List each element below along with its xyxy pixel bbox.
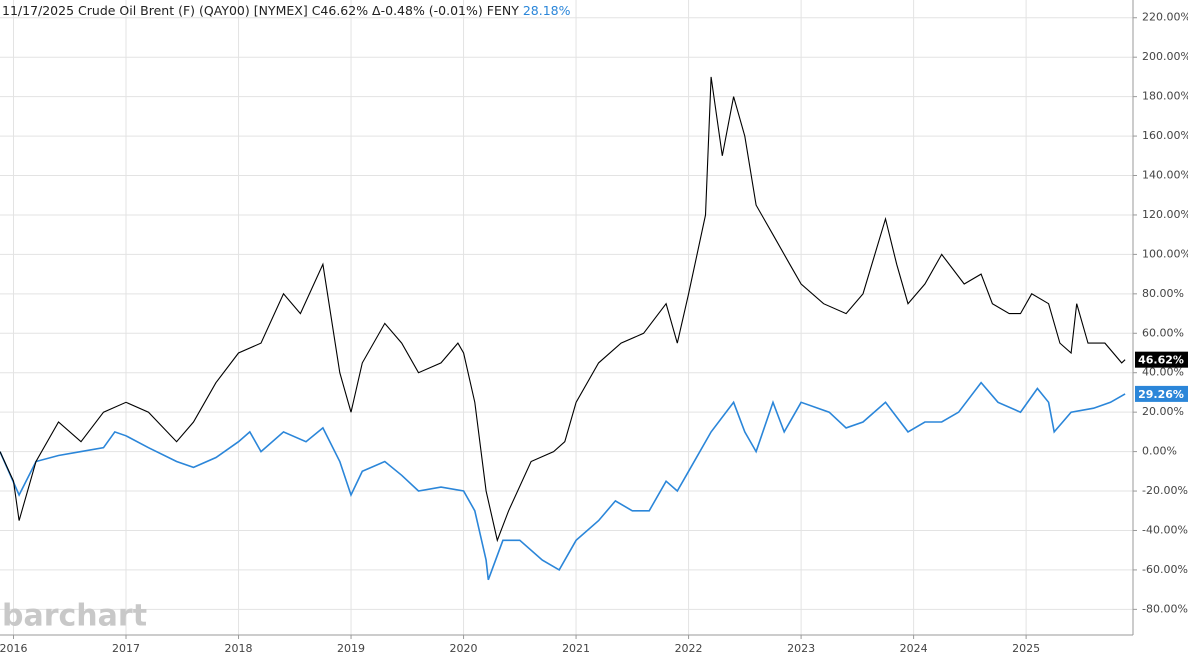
y-tick-label: 80.00% xyxy=(1142,287,1184,300)
y-tick-label: 0.00% xyxy=(1142,445,1177,458)
legend-value: 28.18% xyxy=(523,3,571,18)
header-date: 11/17/2025 xyxy=(2,3,74,18)
x-tick-label: 2025 xyxy=(1012,642,1040,655)
last-value-box xyxy=(1135,351,1188,368)
x-tick-label: 2021 xyxy=(562,642,590,655)
lines xyxy=(0,76,1126,581)
x-tick-label: 2023 xyxy=(787,642,815,655)
y-tick-label: -60.00% xyxy=(1142,563,1188,576)
series-line xyxy=(0,381,1126,581)
series-line xyxy=(0,76,1126,543)
watermark: barchart xyxy=(2,599,147,634)
y-tick-label: 220.00% xyxy=(1142,11,1188,24)
x-tick-label: 2024 xyxy=(900,642,928,655)
y-tick-label: 120.00% xyxy=(1142,208,1188,221)
y-tick-label: -80.00% xyxy=(1142,602,1188,615)
y-tick-label: -40.00% xyxy=(1142,523,1188,536)
y-tick-label: 60.00% xyxy=(1142,326,1184,339)
y-tick-label: 40.00% xyxy=(1142,366,1184,379)
y-tick-label: -20.00% xyxy=(1142,484,1188,497)
x-tick-label: 2022 xyxy=(675,642,703,655)
y-tick-label: 160.00% xyxy=(1142,129,1188,142)
legend-name: Crude Oil Brent (F) (QAY00) [NYMEX] xyxy=(78,3,308,18)
y-tick-label: 180.00% xyxy=(1142,90,1188,103)
x-tick-label: 2017 xyxy=(112,642,140,655)
x-tick-label: 2020 xyxy=(450,642,478,655)
last-value-box xyxy=(1135,385,1188,402)
y-tick-label: 20.00% xyxy=(1142,405,1184,418)
legend-name: FENY xyxy=(487,3,519,18)
y-tick-label: 200.00% xyxy=(1142,50,1188,63)
last-value-label: 46.62% xyxy=(1138,354,1184,367)
legend-value: C46.62% Δ-0.48% (-0.01%) xyxy=(312,3,483,18)
x-tick-label: 2018 xyxy=(225,642,253,655)
last-value-label: 29.26% xyxy=(1138,388,1184,401)
x-tick-label: 2016 xyxy=(0,642,28,655)
y-tick-label: 100.00% xyxy=(1142,247,1188,260)
header: 11/17/2025 Crude Oil Brent (F) (QAY00) [… xyxy=(2,3,571,18)
x-tick-label: 2019 xyxy=(337,642,365,655)
y-tick-label: 140.00% xyxy=(1142,169,1188,182)
